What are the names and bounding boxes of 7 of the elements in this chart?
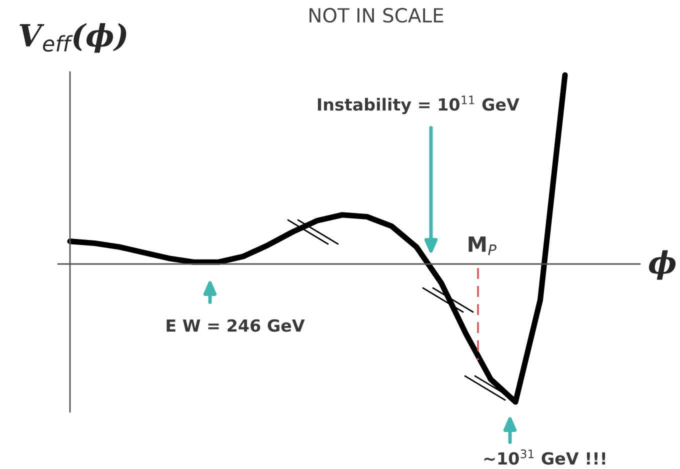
y-axis-title: V$_{eff}$(ϕ) [20,23,126,53]
x-axis-title: ϕ [648,250,676,280]
annotation: M$_{P}$ [468,236,496,256]
annotation: Instability = 10$^{11}$ GeV [318,96,520,114]
chart-title: NOT IN SCALE [310,8,444,23]
text: ~10$^{31}$ GeV !!! [484,449,606,465]
annotation: E W = 246 GeV [166,319,305,332]
